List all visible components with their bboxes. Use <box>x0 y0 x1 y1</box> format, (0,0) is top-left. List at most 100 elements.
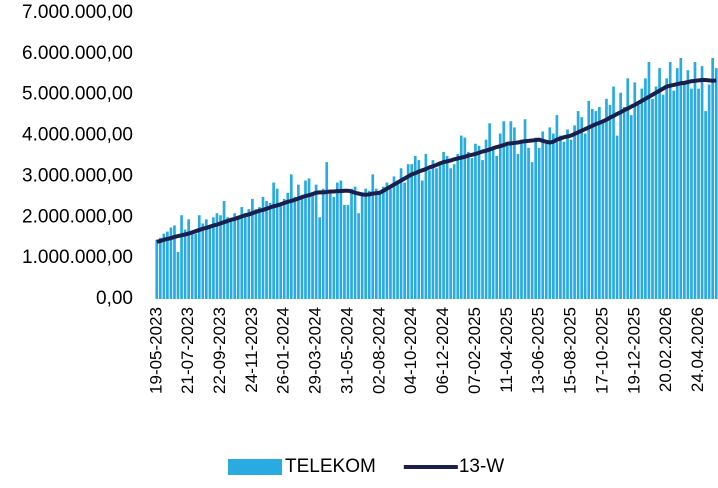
bar <box>629 115 633 300</box>
bar <box>410 164 414 299</box>
legend-swatch <box>228 459 282 475</box>
bar <box>399 168 403 299</box>
bar <box>371 174 375 299</box>
y-tick-label: 3.000.000,00 <box>22 165 133 186</box>
bar <box>314 184 318 299</box>
bar <box>452 164 456 299</box>
bar <box>555 115 559 300</box>
bar <box>544 141 548 299</box>
bar <box>495 156 499 299</box>
bar <box>467 151 470 299</box>
x-tick-label: 06-12-2024 <box>433 307 452 394</box>
bar <box>601 121 605 300</box>
y-tick-label: 6.000.000,00 <box>22 43 133 64</box>
bar <box>714 68 718 300</box>
x-tick-label: 19-05-2023 <box>146 307 165 394</box>
bar <box>463 137 467 299</box>
bar <box>226 217 229 299</box>
bar <box>360 192 364 299</box>
bar <box>569 139 573 299</box>
bar <box>304 180 307 299</box>
bar <box>254 209 258 299</box>
x-tick-label: 02-08-2024 <box>369 307 388 394</box>
y-tick-label: 0,00 <box>96 288 133 309</box>
bar <box>491 147 495 299</box>
bar <box>651 98 654 299</box>
bar <box>431 160 435 299</box>
bar <box>332 196 336 299</box>
y-tick-label: 1.000.000,00 <box>22 247 133 268</box>
bar <box>566 129 569 299</box>
bar <box>594 111 598 299</box>
bar <box>265 200 268 299</box>
bar <box>654 86 658 300</box>
bar <box>661 94 665 299</box>
bar <box>658 68 661 300</box>
bar <box>484 139 488 299</box>
bar <box>679 57 683 299</box>
bar <box>307 178 311 299</box>
bar <box>321 188 325 299</box>
y-tick-label: 4.000.000,00 <box>22 125 133 146</box>
x-tick-label: 07-02-2025 <box>465 307 484 394</box>
bar <box>509 121 513 300</box>
bar <box>438 164 442 299</box>
bar <box>562 141 566 299</box>
bar <box>576 111 580 299</box>
bar <box>300 194 304 299</box>
bar <box>325 162 329 299</box>
bar <box>445 156 449 299</box>
bar <box>389 188 392 299</box>
x-tick-label: 13-06-2025 <box>529 307 548 394</box>
x-tick-label: 15-08-2025 <box>561 307 580 394</box>
bar <box>215 213 219 299</box>
bar <box>619 92 622 300</box>
legend-label: 13-W <box>459 456 504 477</box>
bar <box>615 135 619 299</box>
bar <box>236 217 240 299</box>
bar <box>502 121 506 300</box>
bar <box>169 227 173 299</box>
bar <box>690 88 693 299</box>
bar <box>552 133 555 299</box>
bar <box>367 190 371 299</box>
bar <box>622 106 626 299</box>
bar <box>403 182 406 299</box>
bar <box>261 196 265 299</box>
bar <box>346 205 350 299</box>
bar <box>449 168 453 299</box>
y-tick-label: 7.000.000,00 <box>22 2 133 23</box>
bar <box>704 111 707 299</box>
bar <box>243 213 247 299</box>
bar <box>183 229 187 299</box>
bar <box>406 164 410 299</box>
bar <box>541 131 545 299</box>
bar <box>537 147 541 299</box>
x-tick-label: 04-10-2024 <box>401 307 420 394</box>
x-tick-label: 26-01-2024 <box>274 307 293 394</box>
x-tick-label: 11-04-2025 <box>497 307 516 393</box>
y-tick-label: 5.000.000,00 <box>22 84 133 105</box>
bar <box>350 188 353 299</box>
bar <box>477 145 481 299</box>
bar <box>339 180 343 299</box>
bar <box>608 104 612 299</box>
bar <box>420 180 424 299</box>
bar <box>385 182 389 299</box>
bar <box>392 176 396 299</box>
bar <box>180 215 183 299</box>
bar <box>672 90 676 299</box>
bar <box>158 237 162 299</box>
bar <box>675 68 679 300</box>
bar <box>505 145 509 299</box>
bar <box>201 223 205 299</box>
bar <box>247 209 251 299</box>
bar <box>668 62 672 300</box>
bar <box>559 135 562 299</box>
bar <box>686 70 690 299</box>
x-tick-label: 29-03-2024 <box>306 307 325 394</box>
bar <box>162 233 166 299</box>
bar <box>240 207 244 299</box>
bar <box>219 215 222 299</box>
